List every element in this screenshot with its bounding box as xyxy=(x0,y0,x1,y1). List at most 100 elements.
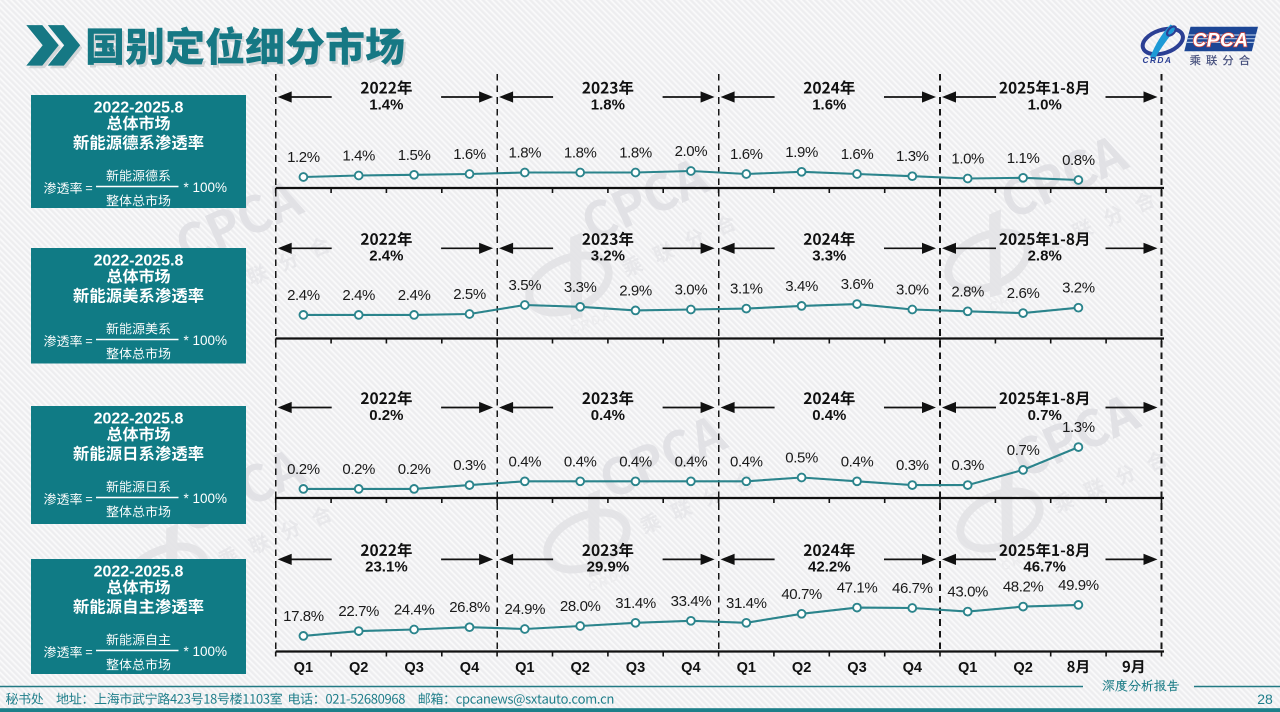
svg-text:28.0%: 28.0% xyxy=(560,598,601,615)
svg-text:3.6%: 3.6% xyxy=(841,276,874,293)
svg-text:0.7%: 0.7% xyxy=(1028,407,1062,424)
svg-text:3.0%: 3.0% xyxy=(675,282,708,299)
svg-text:1.8%: 1.8% xyxy=(564,145,597,162)
svg-text:2022-2025.8: 2022-2025.8 xyxy=(94,411,184,428)
svg-text:3.5%: 3.5% xyxy=(509,277,542,294)
svg-text:* 100%: * 100% xyxy=(184,644,228,659)
svg-text:0.4%: 0.4% xyxy=(591,407,625,424)
svg-text:2.5%: 2.5% xyxy=(453,286,486,303)
svg-text:1.5%: 1.5% xyxy=(398,147,431,164)
svg-text:3.3%: 3.3% xyxy=(812,248,846,265)
svg-text:2.8%: 2.8% xyxy=(951,283,984,300)
svg-text:0.2%: 0.2% xyxy=(398,461,431,478)
svg-text:28: 28 xyxy=(1257,691,1273,707)
svg-text:0.5%: 0.5% xyxy=(785,450,818,467)
svg-text:40.7%: 40.7% xyxy=(781,586,822,603)
svg-text:Q2: Q2 xyxy=(349,660,368,676)
svg-text:CRDA: CRDA xyxy=(1143,55,1173,65)
svg-text:31.4%: 31.4% xyxy=(726,595,767,612)
svg-text:0.2%: 0.2% xyxy=(287,461,320,478)
svg-text:26.8%: 26.8% xyxy=(449,599,490,616)
svg-text:0.4%: 0.4% xyxy=(730,453,763,470)
svg-text:48.2%: 48.2% xyxy=(1003,579,1044,596)
svg-text:2.4%: 2.4% xyxy=(398,287,431,304)
svg-text:3.3%: 3.3% xyxy=(564,279,597,296)
svg-text:2.8%: 2.8% xyxy=(1028,248,1062,265)
svg-text:2.4%: 2.4% xyxy=(369,248,403,265)
svg-text:1.2%: 1.2% xyxy=(287,149,320,166)
svg-text:1.3%: 1.3% xyxy=(1062,419,1095,436)
svg-text:Q1: Q1 xyxy=(958,660,977,676)
svg-text:47.1%: 47.1% xyxy=(837,580,878,597)
svg-text:1.4%: 1.4% xyxy=(369,96,403,113)
svg-text:17.8%: 17.8% xyxy=(283,608,324,625)
svg-text:Q4: Q4 xyxy=(903,660,923,676)
svg-text:1.0%: 1.0% xyxy=(1028,96,1062,113)
svg-text:0.4%: 0.4% xyxy=(564,453,597,470)
svg-text:3.2%: 3.2% xyxy=(591,248,625,265)
svg-text:0.3%: 0.3% xyxy=(951,457,984,474)
svg-text:2.6%: 2.6% xyxy=(1007,285,1040,302)
svg-text:1.8%: 1.8% xyxy=(509,145,542,162)
svg-text:1.8%: 1.8% xyxy=(591,96,625,113)
svg-text:Q1: Q1 xyxy=(737,660,756,676)
svg-text:43.0%: 43.0% xyxy=(947,584,988,601)
svg-text:2022-2025.8: 2022-2025.8 xyxy=(94,564,184,581)
svg-text:Q3: Q3 xyxy=(404,660,423,676)
svg-text:Q4: Q4 xyxy=(681,660,701,676)
svg-text:0.3%: 0.3% xyxy=(453,457,486,474)
svg-text:1.4%: 1.4% xyxy=(342,148,375,165)
svg-text:46.7%: 46.7% xyxy=(1023,559,1066,576)
svg-text:* 100%: * 100% xyxy=(184,180,228,195)
svg-text:Q1: Q1 xyxy=(294,660,313,676)
svg-text:Q2: Q2 xyxy=(792,660,811,676)
svg-text:2022-2025.8: 2022-2025.8 xyxy=(94,253,184,270)
svg-text:0.4%: 0.4% xyxy=(812,407,846,424)
svg-text:0.7%: 0.7% xyxy=(1007,442,1040,459)
svg-text:0.8%: 0.8% xyxy=(1062,152,1095,169)
svg-text:1.6%: 1.6% xyxy=(812,96,846,113)
svg-text:2.0%: 2.0% xyxy=(675,143,708,160)
svg-text:0.4%: 0.4% xyxy=(619,453,652,470)
svg-text:29.9%: 29.9% xyxy=(587,559,630,576)
svg-text:0.2%: 0.2% xyxy=(342,461,375,478)
svg-text:49.9%: 49.9% xyxy=(1058,577,1099,594)
svg-text:Q2: Q2 xyxy=(1013,660,1032,676)
svg-text:Q3: Q3 xyxy=(847,660,866,676)
svg-text:0.4%: 0.4% xyxy=(675,453,708,470)
svg-text:1.6%: 1.6% xyxy=(453,146,486,163)
svg-text:1.3%: 1.3% xyxy=(896,148,929,165)
svg-text:1.9%: 1.9% xyxy=(785,144,818,161)
svg-text:2022-2025.8: 2022-2025.8 xyxy=(94,100,184,117)
svg-text:24.4%: 24.4% xyxy=(394,602,435,619)
svg-text:24.9%: 24.9% xyxy=(505,601,546,618)
svg-text:Q3: Q3 xyxy=(626,660,645,676)
svg-text:3.4%: 3.4% xyxy=(785,278,818,295)
svg-text:1.0%: 1.0% xyxy=(951,151,984,168)
svg-text:1.1%: 1.1% xyxy=(1007,150,1040,167)
svg-text:0.4%: 0.4% xyxy=(509,453,542,470)
svg-text:Q1: Q1 xyxy=(515,660,534,676)
svg-text:46.7%: 46.7% xyxy=(892,580,933,597)
svg-text:1.8%: 1.8% xyxy=(619,145,652,162)
svg-text:2.4%: 2.4% xyxy=(342,287,375,304)
svg-text:3.2%: 3.2% xyxy=(1062,280,1095,297)
svg-text:23.1%: 23.1% xyxy=(365,559,408,576)
svg-text:* 100%: * 100% xyxy=(184,333,228,348)
svg-text:2.4%: 2.4% xyxy=(287,287,320,304)
svg-text:31.4%: 31.4% xyxy=(615,595,656,612)
svg-text:0.3%: 0.3% xyxy=(896,457,929,474)
svg-text:1.6%: 1.6% xyxy=(730,146,763,163)
svg-text:Q2: Q2 xyxy=(570,660,589,676)
svg-text:Q4: Q4 xyxy=(460,660,480,676)
svg-text:1.6%: 1.6% xyxy=(841,146,874,163)
svg-text:0.4%: 0.4% xyxy=(841,453,874,470)
svg-text:42.2%: 42.2% xyxy=(808,559,851,576)
svg-text:3.0%: 3.0% xyxy=(896,282,929,299)
svg-text:3.1%: 3.1% xyxy=(730,281,763,298)
svg-text:33.4%: 33.4% xyxy=(671,593,712,610)
svg-text:* 100%: * 100% xyxy=(184,491,228,506)
svg-text:22.7%: 22.7% xyxy=(338,603,379,620)
svg-text:CPCA: CPCA xyxy=(1193,31,1249,52)
svg-text:0.2%: 0.2% xyxy=(369,407,403,424)
